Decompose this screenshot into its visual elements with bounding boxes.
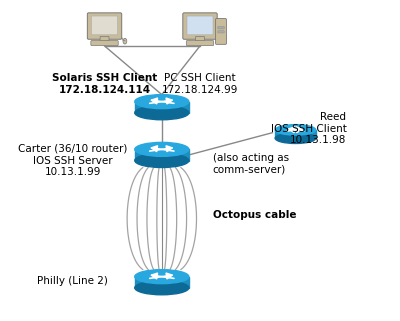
Polygon shape	[135, 149, 189, 160]
Text: PC SSH Client
172.18.124.99: PC SSH Client 172.18.124.99	[162, 73, 238, 95]
Ellipse shape	[135, 95, 189, 108]
Polygon shape	[135, 277, 189, 288]
FancyBboxPatch shape	[183, 13, 217, 39]
FancyBboxPatch shape	[87, 13, 122, 39]
FancyBboxPatch shape	[92, 16, 118, 35]
Text: Philly (Line 2): Philly (Line 2)	[37, 276, 108, 286]
Text: Octopus cable: Octopus cable	[213, 210, 296, 220]
Ellipse shape	[135, 270, 189, 284]
Text: Reed
IOS SSH Client
10.13.1.98: Reed IOS SSH Client 10.13.1.98	[270, 112, 346, 145]
Ellipse shape	[135, 142, 189, 156]
FancyBboxPatch shape	[91, 40, 118, 46]
FancyBboxPatch shape	[218, 31, 224, 33]
Text: Solaris SSH Client
172.18.124.114: Solaris SSH Client 172.18.124.114	[52, 73, 157, 95]
FancyBboxPatch shape	[100, 36, 109, 43]
Polygon shape	[275, 130, 316, 138]
Ellipse shape	[123, 38, 127, 44]
Ellipse shape	[135, 106, 189, 120]
Text: Carter (36/10 router)
IOS SSH Server
10.13.1.99: Carter (36/10 router) IOS SSH Server 10.…	[18, 144, 127, 177]
Text: (also acting as
comm-server): (also acting as comm-server)	[213, 153, 289, 175]
Ellipse shape	[135, 153, 189, 168]
Polygon shape	[135, 102, 189, 113]
FancyBboxPatch shape	[218, 26, 224, 29]
Ellipse shape	[135, 281, 189, 295]
Ellipse shape	[275, 125, 316, 135]
FancyBboxPatch shape	[187, 16, 213, 35]
Ellipse shape	[275, 133, 316, 143]
FancyBboxPatch shape	[196, 36, 204, 43]
FancyBboxPatch shape	[216, 19, 226, 44]
FancyBboxPatch shape	[186, 40, 214, 46]
